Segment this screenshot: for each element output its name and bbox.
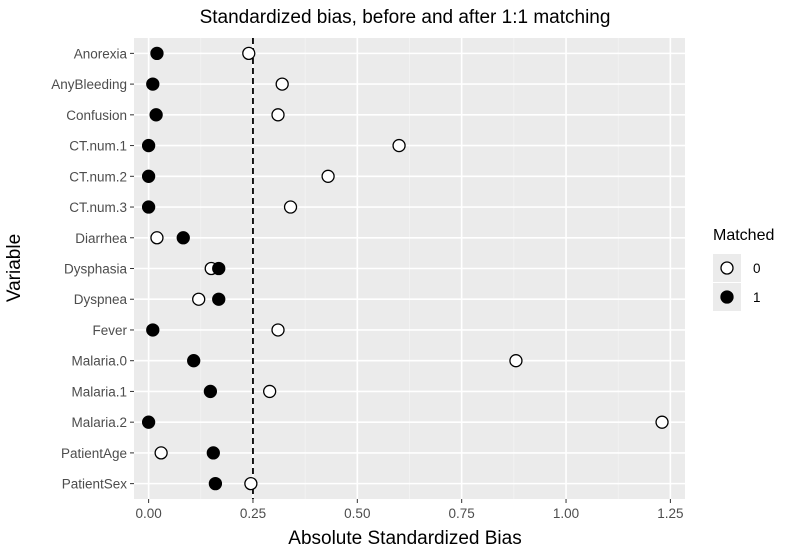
legend: Matched 0 1 — [713, 227, 774, 311]
y-tick-label: Malaria.1 — [71, 384, 127, 399]
point-matched-0 — [150, 231, 164, 245]
x-tick-label: 0.25 — [240, 506, 266, 521]
point-matched-0 — [655, 415, 669, 429]
y-tick-label: PatientAge — [61, 446, 127, 461]
point-matched-0 — [192, 292, 206, 306]
point-matched-1 — [176, 231, 190, 245]
y-tick-label: Confusion — [66, 108, 127, 123]
point-matched-0 — [154, 446, 168, 460]
point-matched-1 — [141, 138, 156, 153]
y-tick-label: PatientSex — [62, 477, 128, 492]
point-matched-1 — [212, 292, 226, 306]
y-tick-label: Dyspnea — [74, 292, 128, 307]
point-matched-1 — [146, 323, 160, 337]
y-tick-label: CT.num.2 — [69, 169, 127, 184]
point-matched-1 — [141, 200, 156, 214]
x-tick-label: 0.50 — [344, 506, 370, 521]
point-matched-0 — [244, 476, 258, 491]
y-tick-label: Diarrhea — [75, 231, 127, 246]
y-tick-label: Fever — [92, 323, 127, 338]
x-axis-ticks: 0.00 0.25 0.50 0.75 1.00 1.25 — [135, 499, 684, 521]
legend-symbol-filled — [720, 290, 734, 304]
legend-symbol-open — [720, 261, 734, 275]
point-matched-0 — [275, 77, 289, 91]
point-matched-1 — [146, 77, 160, 91]
point-matched-0 — [271, 108, 285, 122]
point-matched-0 — [242, 46, 256, 61]
x-tick-label: 1.00 — [553, 506, 579, 521]
grid-lines — [134, 38, 685, 499]
point-matched-0 — [392, 138, 406, 153]
point-matched-1 — [149, 108, 163, 122]
x-tick-label: 0.00 — [135, 506, 161, 521]
y-axis-ticks: Anorexia AnyBleeding Confusion CT.num.1 CT.n… — [51, 46, 134, 492]
point-matched-1 — [141, 415, 156, 429]
y-tick-label: Anorexia — [74, 46, 128, 61]
point-matched-0 — [283, 200, 298, 214]
y-axis-label: Variable — [4, 234, 25, 302]
point-matched-1 — [212, 261, 226, 276]
y-tick-label: CT.num.1 — [69, 139, 127, 154]
x-axis-label: Absolute Standardized Bias — [288, 528, 521, 549]
x-tick-label: 0.75 — [449, 506, 475, 521]
y-tick-label: Malaria.0 — [71, 354, 127, 369]
y-tick-label: AnyBleeding — [51, 77, 127, 92]
point-matched-1 — [187, 354, 201, 368]
point-matched-1 — [203, 384, 218, 399]
y-tick-label: CT.num.3 — [69, 200, 127, 215]
point-matched-0 — [263, 384, 277, 399]
data-points — [141, 46, 669, 491]
point-matched-0 — [509, 354, 523, 368]
point-matched-0 — [321, 169, 335, 183]
point-matched-1 — [141, 169, 156, 183]
chart-title: Standardized bias, before and after 1:1 … — [200, 7, 611, 28]
point-matched-1 — [150, 46, 164, 61]
point-matched-1 — [206, 446, 220, 460]
legend-label: 1 — [753, 290, 761, 305]
legend-title: Matched — [713, 227, 774, 244]
point-matched-1 — [208, 476, 223, 491]
y-tick-label: Dysphasia — [64, 262, 128, 277]
legend-label: 0 — [753, 261, 761, 276]
point-matched-0 — [271, 323, 285, 337]
x-tick-label: 1.25 — [657, 506, 683, 521]
y-tick-label: Malaria.2 — [71, 415, 127, 430]
